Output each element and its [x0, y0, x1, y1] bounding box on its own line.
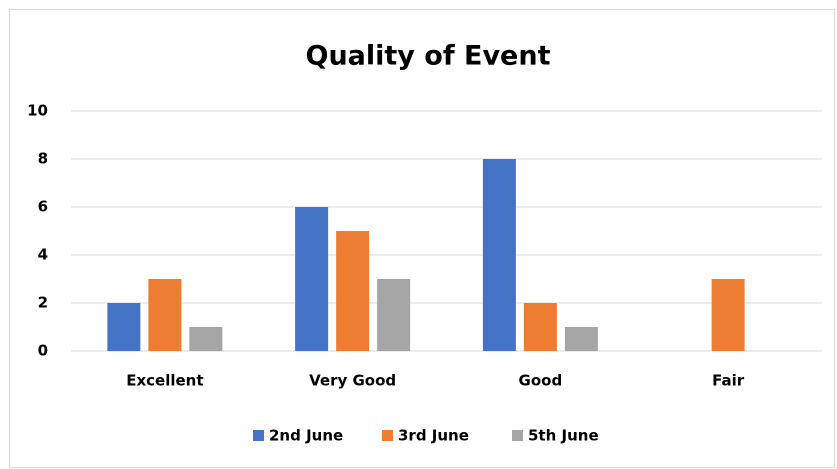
x-tick-label: Excellent — [126, 372, 203, 390]
x-tick-label: Good — [519, 372, 563, 390]
x-tick-label: Very Good — [309, 372, 396, 390]
bar — [336, 231, 370, 351]
bar — [482, 159, 516, 351]
bar — [564, 327, 598, 351]
bar — [523, 303, 557, 351]
chart-border — [9, 9, 835, 468]
legend-swatch — [253, 430, 264, 441]
legend-swatch — [512, 430, 523, 441]
y-tick-label: 0 — [38, 342, 48, 360]
bar — [107, 303, 141, 351]
legend-label: 5th June — [528, 427, 599, 445]
y-tick-label: 4 — [38, 246, 48, 264]
bar — [711, 279, 745, 351]
legend-swatch — [382, 430, 393, 441]
bar — [148, 279, 182, 351]
y-tick-label: 8 — [38, 150, 48, 168]
legend-label: 2nd June — [269, 427, 343, 445]
legend-label: 3rd June — [398, 427, 469, 445]
bar — [295, 207, 329, 351]
chart-title: Quality of Event — [306, 41, 551, 72]
y-tick-label: 10 — [27, 102, 48, 120]
x-tick-label: Fair — [712, 372, 745, 390]
bar — [189, 327, 223, 351]
y-tick-label: 6 — [38, 198, 48, 216]
bar — [377, 279, 411, 351]
y-tick-label: 2 — [38, 294, 48, 312]
